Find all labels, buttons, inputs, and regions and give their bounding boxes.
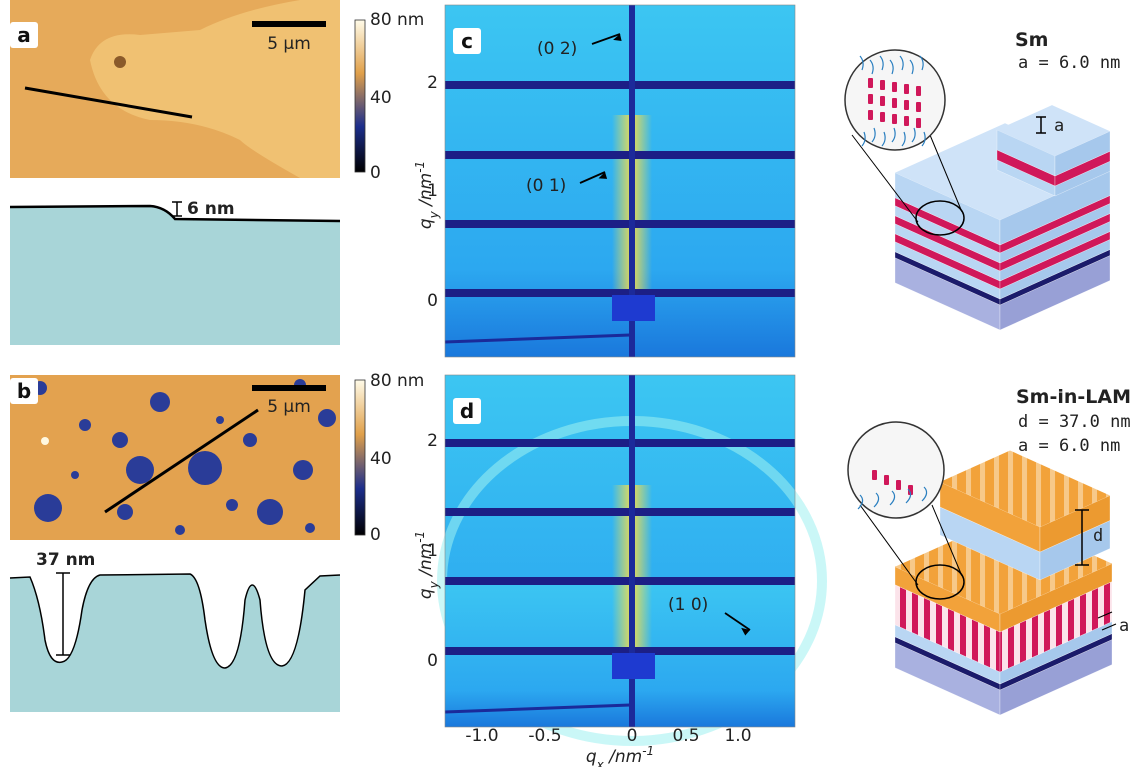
panel-label: c: [461, 29, 473, 53]
molecule-core: [884, 475, 889, 485]
dimension-bar: [56, 573, 70, 655]
panel-label: b: [17, 379, 31, 403]
x-tick-label: 0.5: [672, 726, 699, 746]
peak-annotation: (0 1): [526, 176, 566, 196]
molecule-core: [916, 102, 921, 112]
schematic-param: d = 37.0 nm: [1018, 412, 1131, 432]
dimension-label: a: [1054, 116, 1064, 136]
x-axis-label: qx /nm-1: [586, 744, 654, 767]
detector-gap: [445, 151, 795, 159]
height-profile: [10, 206, 340, 345]
colorbar-tick: 80 nm: [370, 371, 424, 391]
beamstop: [612, 653, 655, 679]
gisaxs-panels: c210qy /nm-1(0 2)(0 1)d210qy /nm-1(1 0)-…: [413, 5, 822, 767]
y-tick-label: 0: [427, 651, 438, 671]
axis-label-part: /nm: [416, 173, 436, 211]
colorbar-tick: 40: [370, 449, 392, 469]
axis-label-part: -1: [642, 744, 654, 758]
axis-label-part: -1: [413, 531, 427, 543]
axis-label-part: -1: [413, 161, 427, 173]
schematic-param: a = 6.0 nm: [1018, 53, 1120, 73]
schematics: Sma = 6.0 nmaSm-in-LAMd = 37.0 nma = 6.0…: [845, 29, 1131, 715]
schematic-param: a = 6.0 nm: [1018, 436, 1120, 456]
colorbar-tick: 40: [370, 88, 392, 108]
molecule-core: [880, 112, 885, 122]
dimension-label: d: [1093, 526, 1103, 546]
scale-bar-label: 5 µm: [267, 397, 311, 417]
peak-annotation: (1 0): [668, 595, 708, 615]
molecule-core: [916, 118, 921, 128]
schematic-title: Sm-in-LAM: [1016, 386, 1131, 408]
x-tick-label: 0: [627, 726, 638, 746]
molecule-core: [868, 78, 873, 88]
axis-label-part: q: [586, 747, 597, 767]
molecule-core: [868, 94, 873, 104]
molecule-core: [892, 98, 897, 108]
molecule-core: [868, 110, 873, 120]
y-tick-label: 0: [427, 291, 438, 311]
height-profile: [10, 574, 340, 712]
dimension-label: a: [1119, 616, 1129, 636]
colorbar-tick: 0: [370, 525, 381, 545]
axis-label-part: q: [416, 218, 436, 229]
detector-gap: [445, 439, 795, 447]
colorbar: [355, 20, 365, 172]
scale-bar: [252, 21, 326, 27]
molecule-core: [904, 100, 909, 110]
detector-gap: [445, 81, 795, 89]
molecule-core: [872, 470, 877, 480]
dimension-bar: [172, 202, 182, 216]
schematic-title: Sm: [1015, 29, 1048, 51]
molecule-core: [892, 82, 897, 92]
scale-bar: [252, 385, 326, 391]
molecule-core: [880, 80, 885, 90]
peak-annotation: (0 2): [537, 39, 577, 59]
axis-label-part: q: [416, 588, 436, 599]
profile-label: 6 nm: [187, 199, 235, 219]
panel-label: a: [17, 23, 31, 47]
molecule-core: [880, 96, 885, 106]
colorbar-tick: 0: [370, 163, 381, 183]
colorbar-tick: 80 nm: [370, 10, 424, 30]
x-tick-label: 1.0: [724, 726, 751, 746]
molecule-core: [916, 86, 921, 96]
detector-gap: [445, 508, 795, 516]
panel-label: d: [460, 399, 474, 423]
x-tick-label: -1.0: [465, 726, 498, 746]
x-tick-label: -0.5: [528, 726, 561, 746]
beamstop: [612, 295, 655, 321]
scale-bar-label: 5 µm: [267, 34, 311, 54]
y-tick-label: 2: [427, 73, 438, 93]
figure: 5 µm a 80 nm 40 0 6 nm 5 µm b 80 nm 40 0…: [0, 0, 1134, 767]
molecule-core: [904, 116, 909, 126]
y-tick-label: 2: [427, 431, 438, 451]
molecule-core: [896, 480, 901, 490]
axis-label-part: /nm: [604, 747, 642, 767]
molecule-core: [904, 84, 909, 94]
axis-label-part: /nm: [416, 543, 436, 581]
detector-gap: [445, 220, 795, 228]
colorbar: [355, 380, 365, 535]
molecule-core: [892, 114, 897, 124]
profile-label: 37 nm: [36, 550, 95, 570]
detector-gap: [445, 577, 795, 585]
